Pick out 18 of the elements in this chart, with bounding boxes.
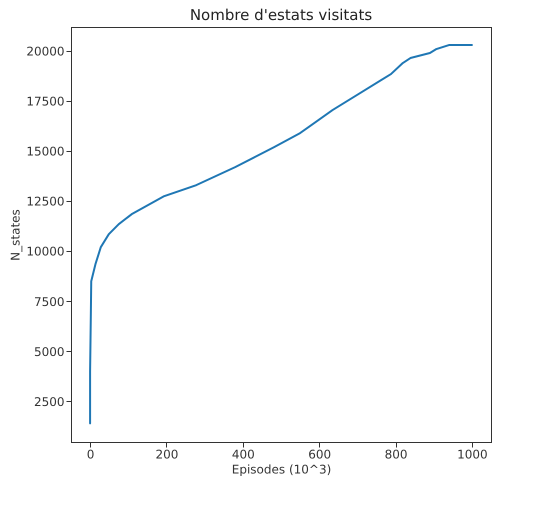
y-tick-label: 5000 xyxy=(34,344,64,359)
y-tick-label: 12500 xyxy=(26,194,64,209)
x-tick-label: 800 xyxy=(384,448,408,462)
y-tick-label: 15000 xyxy=(26,144,64,159)
y-tick-label: 2500 xyxy=(34,394,64,409)
y-tick-label: 20000 xyxy=(26,44,64,59)
y-tick-label: 17500 xyxy=(26,94,64,109)
chart-title: Nombre d'estats visitats xyxy=(190,6,372,24)
x-tick-label: 400 xyxy=(232,448,255,462)
x-axis-title: Episodes (10^3) xyxy=(232,462,332,476)
line-series xyxy=(89,44,473,424)
x-tick-label: 200 xyxy=(156,448,178,462)
y-tick-label: 10000 xyxy=(26,244,64,259)
x-tick-label: 1000 xyxy=(457,448,488,462)
y-axis-title: N_states xyxy=(8,209,22,261)
y-tick-label: 7500 xyxy=(34,294,64,309)
x-tick-label: 600 xyxy=(308,448,332,462)
x-tick-label: 0 xyxy=(86,448,94,462)
